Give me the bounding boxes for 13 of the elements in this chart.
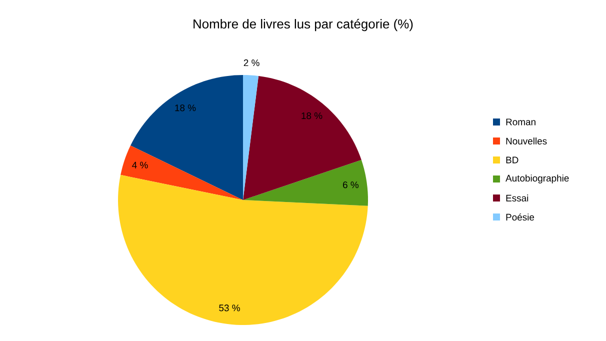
legend-label: Roman <box>506 118 536 126</box>
legend-label: BD <box>506 156 518 164</box>
legend-label: Essai <box>506 194 528 202</box>
data-label: 18 % <box>302 112 322 120</box>
data-label: 18 % <box>175 104 196 112</box>
data-label: 4 % <box>132 162 148 168</box>
data-label: 6 % <box>343 181 358 188</box>
legend-label: Nouvelles <box>506 138 547 144</box>
legend-label: Autobiographie <box>506 174 569 184</box>
data-label: 53 % <box>219 304 240 312</box>
legend-label: Poésie <box>506 213 534 221</box>
data-label: 2 % <box>244 59 260 66</box>
chart-title: Nombre de livres lus par catégorie (%) <box>194 18 413 32</box>
